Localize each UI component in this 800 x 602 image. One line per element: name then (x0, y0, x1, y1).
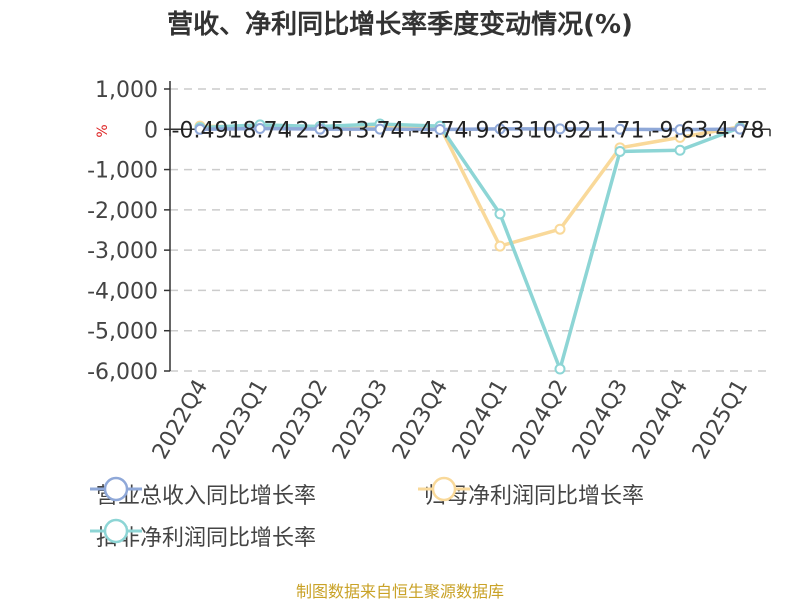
series-revenue-point (674, 124, 686, 136)
x-tick-label: 2024Q4 (628, 376, 693, 464)
series-revenue-point (734, 123, 746, 135)
data-label: 10.92 (529, 118, 592, 143)
y-tick-label: -6,000 (87, 360, 158, 385)
series-deducted-profit-point (494, 208, 506, 220)
series-revenue-point (374, 123, 386, 135)
data-label: -9.63 (652, 118, 709, 143)
y-tick-label: -4,000 (87, 279, 158, 304)
series-net-profit-point (494, 240, 506, 252)
x-tick-label: 2025Q1 (688, 376, 753, 464)
y-tick-label: 1,000 (95, 78, 158, 103)
data-label: 18.74 (229, 118, 292, 143)
data-label: 3.74 (356, 118, 405, 143)
series-deducted-profit-point (554, 363, 566, 375)
x-tick-label: 2023Q3 (328, 376, 393, 464)
y-tick-label: -1,000 (87, 159, 158, 184)
legend-symbol-deducted-profit (90, 518, 142, 544)
series-deducted-profit-point (614, 145, 626, 157)
x-tick-label: 2024Q2 (508, 376, 573, 464)
x-tick-label: 2023Q1 (208, 376, 273, 464)
x-tick-label: 2023Q4 (388, 376, 453, 464)
x-tick-label: 2023Q2 (268, 376, 333, 464)
x-tick-label: 2022Q4 (148, 376, 213, 464)
series-revenue-point (554, 123, 566, 135)
series-revenue-line (199, 126, 741, 132)
y-tick-label: 0 (144, 118, 158, 143)
series-net-profit-line (199, 123, 741, 248)
source-footer: 制图数据来自恒生聚源数据库 (295, 582, 504, 601)
y-tick-label: -5,000 (87, 320, 158, 345)
data-label: 1.71 (596, 118, 645, 143)
series-deducted-profit-line (199, 122, 741, 371)
series-revenue-point (494, 123, 506, 135)
legend-item-net-profit[interactable]: 归母净利润同比增长率 (418, 474, 644, 514)
chart-title: 营收、净利同比增长率季度变动情况(%) (167, 10, 633, 40)
legend-item-revenue[interactable]: 营业总收入同比增长率 (90, 474, 316, 514)
y-tick-label: -2,000 (87, 199, 158, 224)
data-label: -4.74 (412, 118, 469, 143)
x-tick-label: 2024Q1 (448, 376, 513, 464)
series-revenue-point (614, 123, 626, 135)
data-label: 4.78 (716, 118, 765, 143)
series-revenue-point (434, 123, 446, 135)
y-tick-label: -3,000 (87, 239, 158, 264)
data-label: -0.49 (172, 118, 229, 143)
series-net-profit-point (554, 223, 566, 235)
x-tick-label: 2024Q3 (568, 376, 633, 464)
series-deducted-profit-point (674, 144, 686, 156)
legend-item-deducted-profit[interactable]: 扣非净利润同比增长率 (90, 516, 316, 556)
y-axis-label: % (95, 124, 111, 137)
legend-symbol-net-profit (418, 476, 470, 502)
series-revenue-point (254, 123, 266, 135)
series-revenue-point (314, 123, 326, 135)
series-revenue-point (194, 123, 206, 135)
data-label: 2.55 (296, 118, 345, 143)
data-label: 9.63 (476, 118, 525, 143)
legend-symbol-revenue (90, 476, 142, 502)
